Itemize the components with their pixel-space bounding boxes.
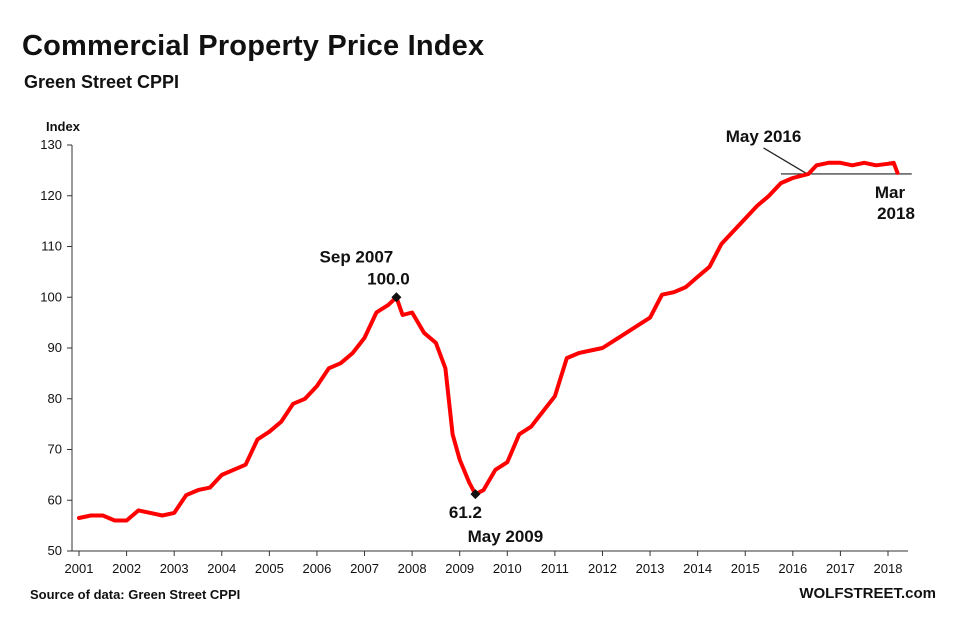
y-ticks: 50 60 70 80 90 100 110 120 130 (40, 137, 72, 558)
credit-label: WOLFSTREET.com (799, 585, 936, 602)
trough-value-label: 61.2 (449, 503, 482, 522)
mar-2018-label-top: Mar (875, 183, 906, 202)
x-tick-label: 2012 (588, 561, 617, 576)
x-tick-label: 2017 (826, 561, 855, 576)
peak-date-label: Sep 2007 (320, 247, 394, 266)
y-tick-label: 50 (48, 543, 62, 558)
x-tick-label: 2004 (207, 561, 236, 576)
y-tick-label: 120 (40, 188, 62, 203)
chart-subtitle: Green Street CPPI (24, 72, 180, 92)
mar-2018-label-bottom: 2018 (877, 204, 915, 223)
y-tick-label: 90 (48, 340, 62, 355)
series-line (77, 160, 900, 523)
x-tick-label: 2002 (112, 561, 141, 576)
x-tick-label: 2001 (65, 561, 94, 576)
x-tick-label: 2015 (731, 561, 760, 576)
trough-marker (470, 489, 481, 500)
y-tick-label: 110 (41, 239, 62, 254)
peak-marker (391, 292, 402, 303)
trough-date-label: May 2009 (468, 527, 544, 546)
x-tick-label: 2006 (302, 561, 331, 576)
source-note: Source of data: Green Street CPPI (30, 587, 241, 602)
may-2016-leader (763, 147, 806, 174)
x-tick-label: 2018 (874, 561, 903, 576)
x-tick-label: 2016 (778, 561, 807, 576)
y-tick-label: 60 (48, 492, 62, 507)
may-2016-label: May 2016 (726, 127, 802, 146)
series-group (77, 160, 900, 523)
y-axis-title: Index (46, 119, 81, 134)
x-tick-label: 2011 (541, 561, 569, 576)
y-tick-label: 130 (40, 137, 62, 152)
x-tick-label: 2013 (636, 561, 665, 576)
y-tick-label: 70 (48, 442, 62, 457)
x-tick-label: 2005 (255, 561, 284, 576)
y-tick-label: 80 (48, 391, 62, 406)
x-ticks: 2001 2002 2003 2004 2005 2006 2007 2008 2009 2010… (65, 551, 903, 576)
x-tick-label: 2007 (350, 561, 379, 576)
chart-title: Commercial Property Price Index (22, 30, 485, 62)
peak-value-label: 100.0 (367, 269, 410, 288)
x-tick-label: 2014 (683, 561, 712, 576)
x-tick-label: 2010 (493, 561, 522, 576)
annotations: Sep 2007 100.0 61.2 May 2009 May 2016 Mar 2018 (320, 127, 915, 546)
x-tick-label: 2003 (160, 561, 189, 576)
y-tick-label: 100 (40, 289, 62, 304)
x-tick-label: 2009 (445, 561, 474, 576)
x-tick-label: 2008 (398, 561, 427, 576)
